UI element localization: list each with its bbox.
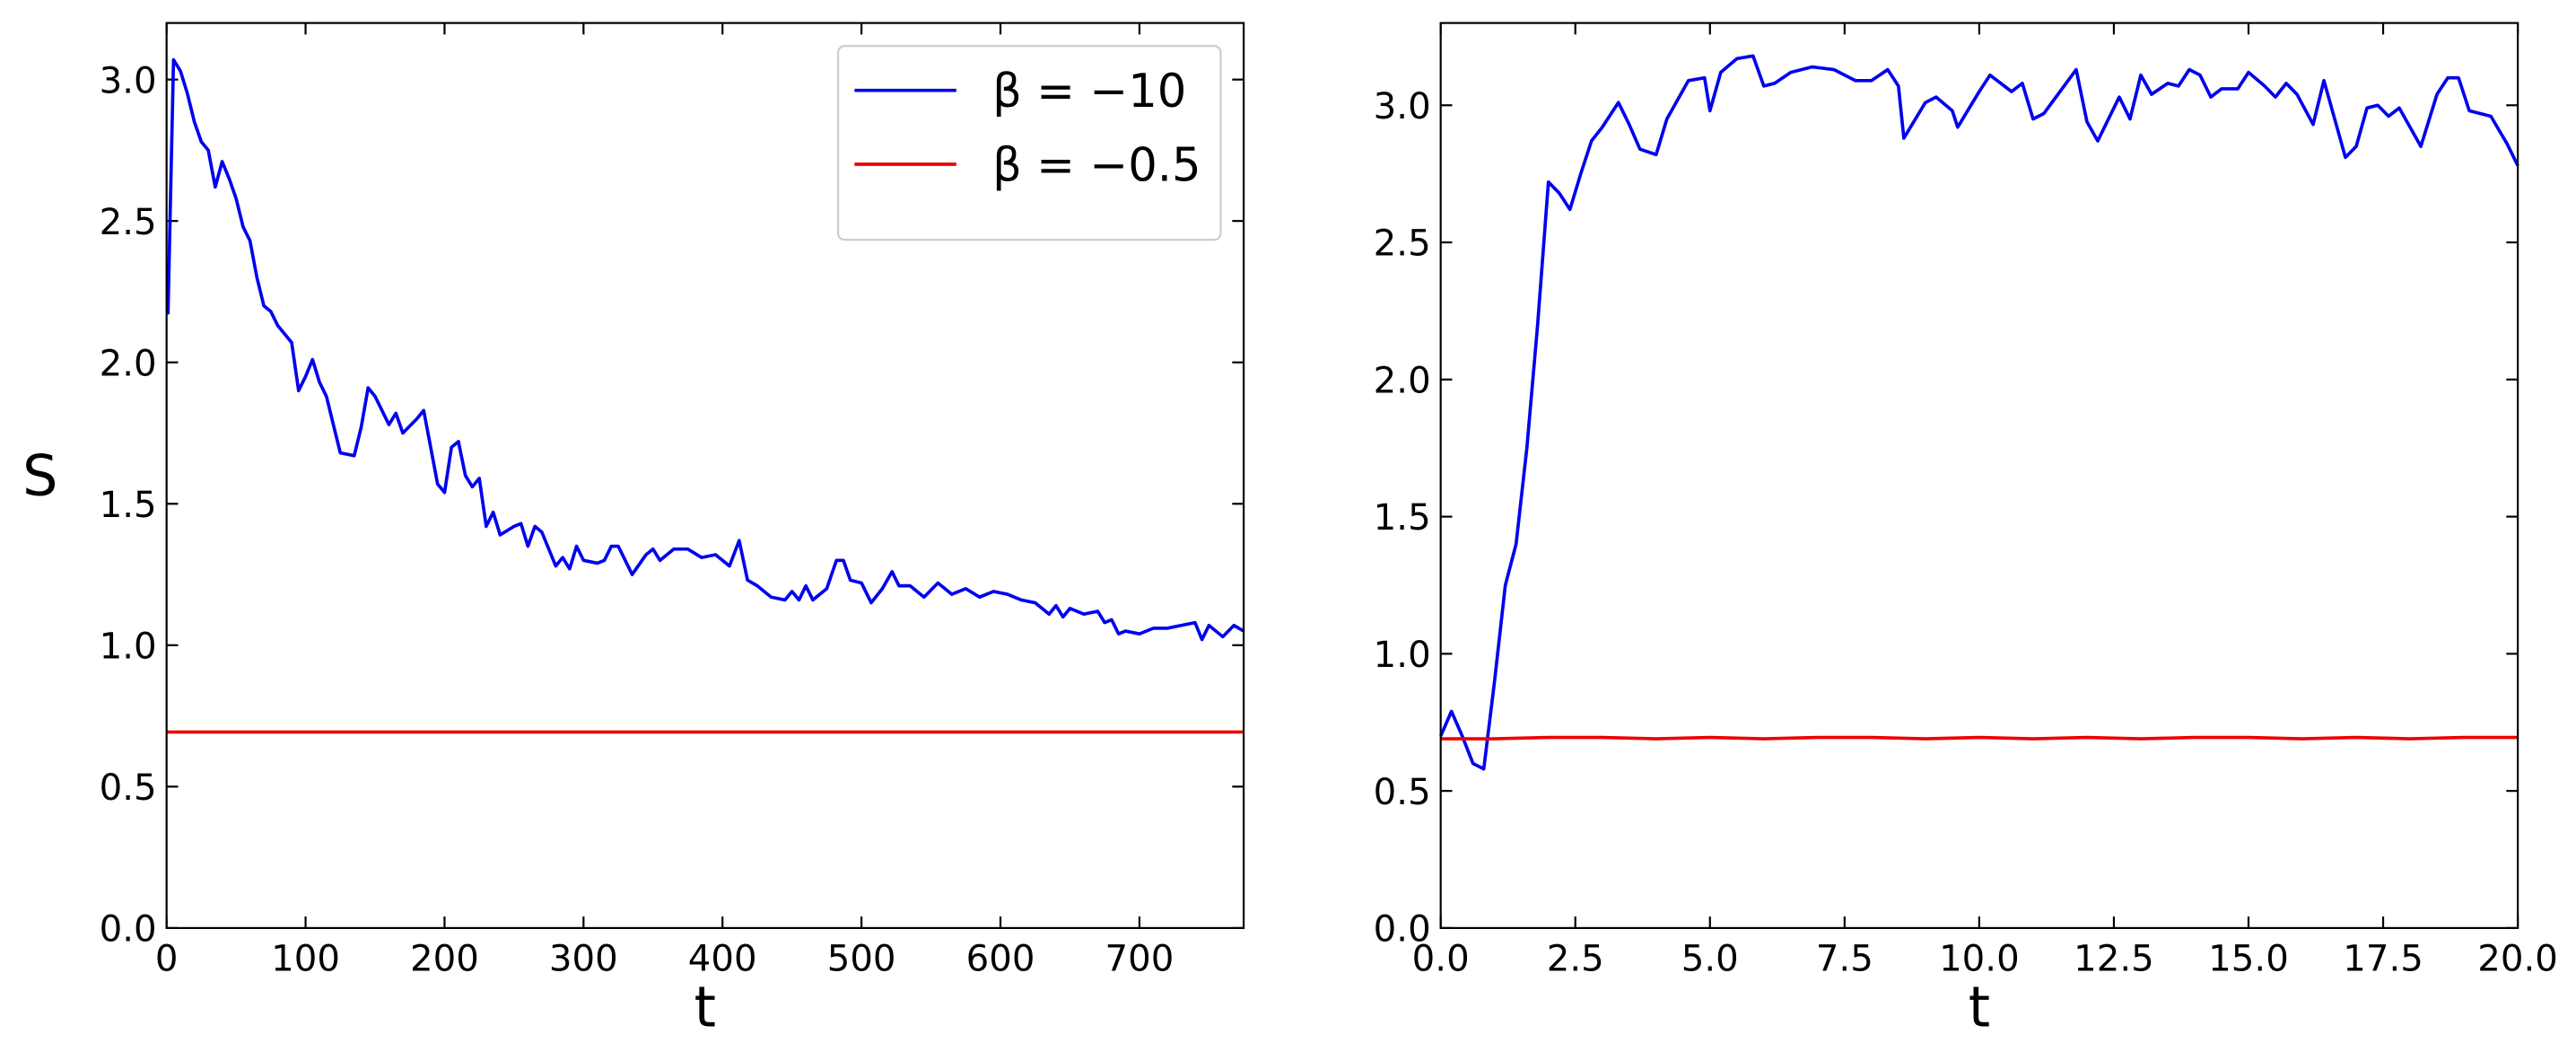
y-tick-label: 2.0	[100, 343, 157, 384]
y-tick-label: 1.5	[1374, 497, 1431, 539]
x-tick-label: 400	[688, 938, 757, 979]
x-tick-label: 100	[271, 938, 340, 979]
x-tick-label: 20.0	[2477, 938, 2558, 979]
x-tick-label: 2.5	[1547, 938, 1604, 979]
x-axis-label: t	[694, 975, 716, 1040]
y-tick-label: 0.0	[100, 909, 157, 951]
legend: β = −10 β = −0.5	[837, 45, 1222, 241]
x-tick-label: 0	[155, 938, 179, 979]
y-tick-label: 1.0	[100, 626, 157, 667]
y-tick-label: 2.5	[1374, 224, 1431, 265]
y-tick-label: 3.0	[100, 60, 157, 101]
y-tick-label: 0.5	[100, 767, 157, 809]
x-tick-label: 500	[827, 938, 896, 979]
y-tick-label: 0.0	[1374, 909, 1431, 951]
x-tick-label: 7.5	[1816, 938, 1873, 979]
legend-box	[837, 45, 1222, 241]
x-tick-label: 5.0	[1681, 938, 1739, 979]
y-tick-label: 2.0	[1374, 360, 1431, 401]
y-tick-label: 1.0	[1374, 635, 1431, 676]
data-line	[1440, 735, 2519, 741]
x-tick-label: 300	[549, 938, 618, 979]
x-tick-label: 17.5	[2343, 938, 2423, 979]
y-tick-label: 0.5	[1374, 772, 1431, 813]
data-line	[166, 57, 1245, 642]
x-tick-label: 0.0	[1412, 938, 1470, 979]
x-tick-label: 600	[966, 938, 1035, 979]
plot-frame	[1439, 22, 2519, 930]
x-axis-label: t	[1969, 975, 1990, 1040]
y-tick-label: 3.0	[1374, 86, 1431, 127]
legend-label: β = −0.5	[992, 138, 1201, 192]
x-tick-label: 200	[410, 938, 479, 979]
x-tick-label: 700	[1105, 938, 1174, 979]
y-tick-label: 1.5	[100, 485, 157, 526]
data-line	[1439, 54, 2519, 771]
x-tick-label: 10.0	[1939, 938, 2020, 979]
legend-label: β = −10	[992, 65, 1186, 118]
y-axis-label: S	[22, 443, 58, 509]
x-tick-label: 15.0	[2208, 938, 2289, 979]
plot-frame	[165, 22, 1245, 930]
y-tick-label: 2.5	[100, 202, 157, 243]
x-tick-label: 12.5	[2074, 938, 2154, 979]
